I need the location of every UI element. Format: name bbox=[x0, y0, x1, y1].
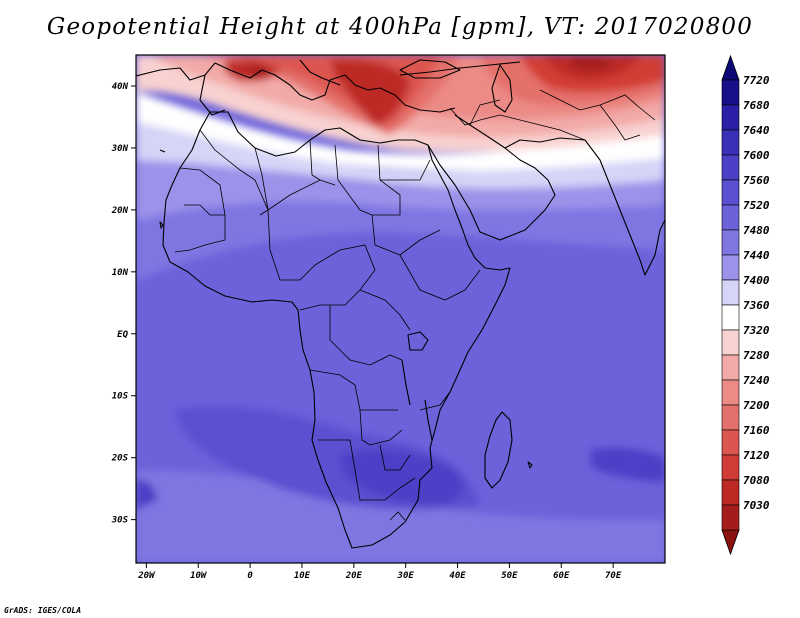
colorbar-swatch bbox=[721, 279, 740, 306]
colorbar-level-label: 7080 bbox=[743, 474, 770, 487]
country-borders bbox=[174, 89, 656, 521]
lat-tick-label: 10N bbox=[112, 268, 129, 278]
colorbar-level-label: 7030 bbox=[743, 499, 770, 512]
colorbar-level-label: 7600 bbox=[743, 149, 770, 162]
lon-tick-label: 30E bbox=[397, 571, 415, 581]
colorbar-swatch bbox=[721, 329, 740, 356]
map-title: Geopotential Height at 400hPa [gpm], VT:… bbox=[46, 14, 754, 40]
colorbar-swatch bbox=[721, 204, 740, 231]
colorbar-level-label: 7280 bbox=[743, 349, 770, 362]
colorbar-bottom-arrow bbox=[721, 529, 740, 556]
lon-tick-label: 0 bbox=[247, 571, 253, 581]
longitude-axis: 20W 10W 0 10E 20E 30E 40E 50E 60E 70E bbox=[137, 563, 622, 581]
lon-tick-label: 20E bbox=[345, 571, 363, 581]
colorbar-swatch bbox=[721, 104, 740, 131]
lon-tick-label: 20W bbox=[137, 571, 156, 581]
colorbar-swatch bbox=[721, 504, 740, 531]
colorbar-level-label: 7560 bbox=[743, 174, 770, 187]
map-frame bbox=[135, 54, 666, 564]
lon-tick-label: 10E bbox=[294, 571, 311, 581]
colorbar-swatch bbox=[721, 379, 740, 406]
colorbar-level-label: 7440 bbox=[743, 249, 770, 262]
colorbar-level-label: 7640 bbox=[743, 124, 770, 137]
lon-tick-label: 10W bbox=[190, 571, 208, 581]
colorbar-level-label: 7160 bbox=[743, 424, 770, 437]
colorbar-swatch bbox=[721, 179, 740, 206]
colorbar-swatch bbox=[721, 479, 740, 506]
colorbar-level-label: 7120 bbox=[743, 449, 770, 462]
colorbar-level-label: 7200 bbox=[743, 399, 770, 412]
colorbar-swatch bbox=[721, 254, 740, 281]
colorbar-level-label: 7720 bbox=[743, 74, 770, 87]
lat-tick-label: EQ bbox=[117, 330, 128, 340]
lon-tick-label: 60E bbox=[553, 571, 570, 581]
colorbar-swatch bbox=[721, 229, 740, 256]
colorbar-swatch bbox=[721, 429, 740, 456]
software-credit: GrADS: IGES/COLA bbox=[4, 606, 82, 615]
lat-tick-label: 30N bbox=[111, 144, 129, 154]
colorbar: 7720 7680 7640 7600 7560 7520 7480 7440 7400 7360… bbox=[721, 54, 770, 556]
colorbar-swatch bbox=[721, 304, 740, 331]
colorbar-swatch bbox=[721, 79, 740, 106]
lat-tick-label: 30S bbox=[111, 516, 129, 526]
colorbar-level-label: 7520 bbox=[743, 199, 770, 212]
lon-tick-label: 50E bbox=[501, 571, 518, 581]
lon-tick-label: 40E bbox=[449, 571, 466, 581]
colorbar-swatch bbox=[721, 454, 740, 481]
colorbar-level-label: 7360 bbox=[743, 299, 770, 312]
colorbar-top-arrow bbox=[721, 54, 740, 81]
colorbar-level-label: 7320 bbox=[743, 324, 770, 337]
colorbar-swatch bbox=[721, 129, 740, 156]
coastlines bbox=[136, 59, 665, 549]
colorbar-level-label: 7680 bbox=[743, 99, 770, 112]
colorbar-swatch bbox=[721, 354, 740, 381]
colorbar-level-label: 7400 bbox=[743, 274, 770, 287]
lat-tick-label: 40N bbox=[112, 82, 129, 92]
lon-tick-label: 70E bbox=[605, 571, 622, 581]
lat-tick-label: 20N bbox=[111, 206, 129, 216]
colorbar-swatch bbox=[721, 154, 740, 181]
latitude-axis: 40N 30N 20N 10N EQ 10S 20S 30S bbox=[111, 82, 136, 526]
colorbar-level-label: 7480 bbox=[743, 224, 770, 237]
colorbar-swatch bbox=[721, 404, 740, 431]
lat-tick-label: 20S bbox=[111, 454, 129, 464]
geopotential-field bbox=[136, 55, 665, 563]
lat-tick-label: 10S bbox=[112, 392, 129, 402]
colorbar-level-label: 7240 bbox=[743, 374, 770, 387]
